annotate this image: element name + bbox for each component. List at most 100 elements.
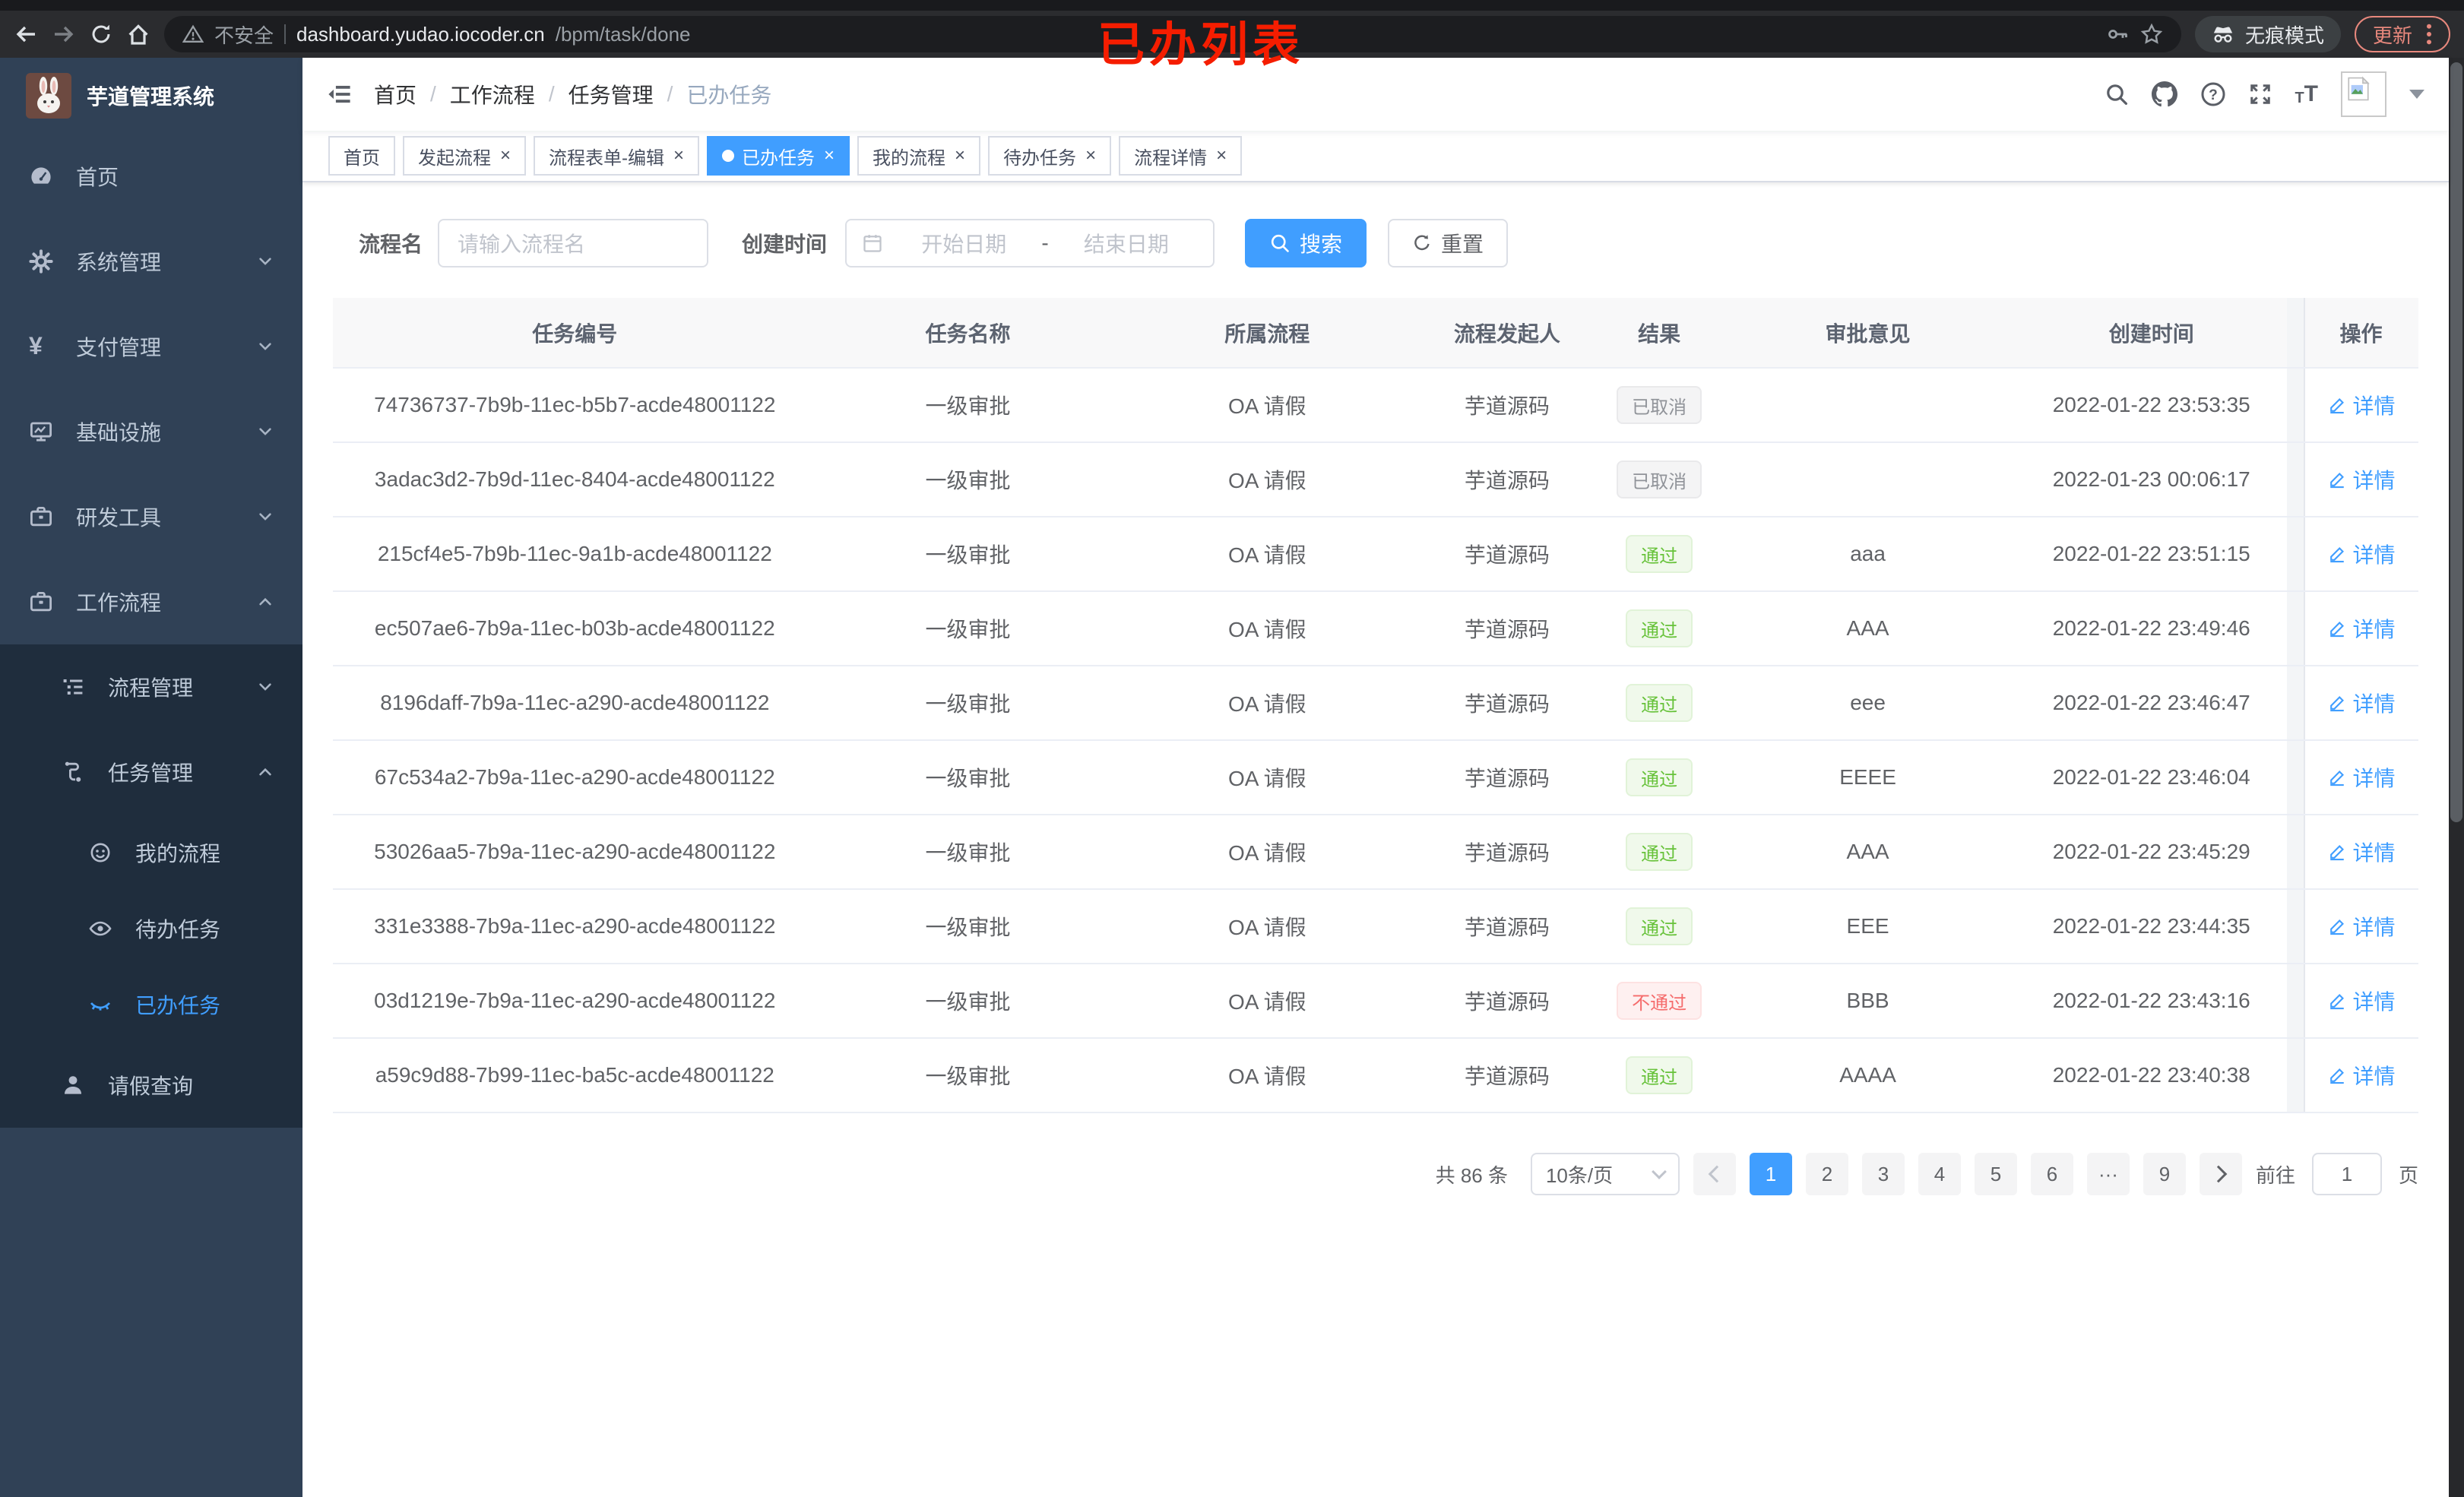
cell-starter: 芋道源码 (1415, 964, 1599, 1039)
cell-name: 一级审批 (816, 815, 1120, 890)
forward-icon[interactable] (52, 22, 76, 46)
column-header: 流程发起人 (1415, 298, 1599, 369)
close-icon[interactable]: × (955, 145, 966, 166)
key-icon[interactable] (2107, 23, 2130, 46)
fullscreen-icon[interactable] (2249, 83, 2272, 106)
page-size-select[interactable]: 10条/页 (1530, 1153, 1680, 1195)
column-header: 所属流程 (1119, 298, 1416, 369)
monitor-icon (29, 419, 53, 444)
sidebar-item-my-process[interactable]: 我的流程 (0, 815, 302, 891)
page-button[interactable]: 2 (1805, 1153, 1848, 1195)
close-icon[interactable]: × (824, 145, 835, 166)
sidebar-item-task-mgmt[interactable]: 任务管理 (0, 730, 302, 815)
detail-link[interactable]: 详情 (2327, 688, 2396, 718)
tab-form-edit[interactable]: 流程表单-编辑 × (534, 136, 700, 176)
detail-link[interactable]: 详情 (2327, 613, 2396, 644)
close-icon[interactable]: × (1085, 145, 1097, 166)
github-icon[interactable] (2152, 81, 2178, 107)
cell-process: OA 请假 (1119, 517, 1416, 592)
date-range-input[interactable]: 开始日期 - 结束日期 (845, 219, 1215, 267)
column-header: 任务名称 (816, 298, 1120, 369)
tab-label: 流程表单-编辑 (549, 147, 665, 169)
chevron-down-icon (257, 679, 274, 695)
sidebar-item-infrastructure[interactable]: 基础设施 (0, 389, 302, 474)
sidebar-item-home[interactable]: 首页 (0, 134, 302, 219)
breadcrumb-item[interactable]: 首页 (374, 84, 417, 107)
process-name-placeholder: 请输入流程名 (458, 233, 586, 256)
goto-page-input[interactable]: 1 (2311, 1153, 2382, 1195)
close-icon[interactable]: × (673, 145, 685, 166)
close-icon[interactable]: × (1216, 145, 1227, 166)
update-label: 更新 (2372, 24, 2412, 47)
annotation-overlay: 已办列表 (1097, 19, 1305, 71)
yen-icon: ¥ (29, 332, 43, 359)
sidebar-item-system[interactable]: 系统管理 (0, 219, 302, 304)
back-icon[interactable] (14, 22, 38, 46)
app-logo[interactable]: 芋道管理系统 (0, 58, 302, 134)
cell-actions: 详情 (2304, 964, 2418, 1039)
sidebar-item-todo-tasks[interactable]: 待办任务 (0, 891, 302, 967)
process-name-input[interactable]: 请输入流程名 (438, 219, 709, 267)
pagination-ellipsis[interactable]: ··· (2086, 1153, 2130, 1195)
next-page-button[interactable] (2199, 1153, 2242, 1195)
search-icon[interactable] (2105, 82, 2129, 106)
chevron-down-icon[interactable] (2409, 90, 2424, 99)
tab-my-process[interactable]: 我的流程 × (857, 136, 981, 176)
home-icon[interactable] (126, 22, 150, 46)
update-button[interactable]: 更新 (2354, 16, 2450, 52)
detail-link[interactable]: 详情 (2327, 837, 2396, 867)
detail-link[interactable]: 详情 (2327, 986, 2396, 1016)
page-button[interactable]: 4 (1918, 1153, 1961, 1195)
breadcrumb-item[interactable]: 任务管理 (568, 84, 654, 107)
table-gutter (2287, 368, 2304, 443)
detail-link[interactable]: 详情 (2327, 1060, 2396, 1090)
detail-link[interactable]: 详情 (2327, 762, 2396, 793)
sidebar-item-process-mgmt[interactable]: 流程管理 (0, 644, 302, 730)
page-button[interactable]: 5 (1974, 1153, 2017, 1195)
page-button[interactable]: 1 (1749, 1153, 1792, 1195)
detail-link[interactable]: 详情 (2327, 539, 2396, 569)
column-header-actions: 操作 (2304, 298, 2418, 369)
page-scrollbar[interactable] (2449, 58, 2464, 1497)
tab-todo-tasks[interactable]: 待办任务 × (988, 136, 1112, 176)
table-row: a59c9d88-7b99-11ec-ba5c-acde48001122 一级审批… (333, 1038, 2418, 1113)
sidebar-item-devtools[interactable]: 研发工具 (0, 474, 302, 559)
sidebar-item-workflow[interactable]: 工作流程 (0, 559, 302, 644)
tab-process-detail[interactable]: 流程详情 × (1119, 136, 1243, 176)
help-icon[interactable]: ? (2200, 81, 2226, 107)
detail-link[interactable]: 详情 (2327, 464, 2396, 495)
page-button[interactable]: 6 (2030, 1153, 2073, 1195)
cell-result: 通过 (1598, 889, 1720, 964)
sidebar-toggle-icon[interactable] (327, 81, 353, 107)
browser-menu-icon[interactable] (2426, 23, 2432, 46)
tab-home[interactable]: 首页 (328, 136, 395, 176)
reload-icon[interactable] (90, 23, 112, 46)
prev-page-button[interactable] (1693, 1153, 1736, 1195)
page-button[interactable]: 3 (1861, 1153, 1905, 1195)
tab-start-process[interactable]: 发起流程 × (403, 136, 527, 176)
close-icon[interactable]: × (500, 145, 511, 166)
bookmark-star-icon[interactable] (2140, 23, 2163, 46)
tab-done-tasks[interactable]: 已办任务 × (707, 136, 850, 176)
chevron-down-icon (257, 508, 274, 525)
url-bar[interactable]: 不安全 dashboard.yudao.iocoder.cn/bpm/task/… (164, 16, 2181, 52)
page-button[interactable]: 9 (2143, 1153, 2186, 1195)
sidebar-item-payment[interactable]: ¥ 支付管理 (0, 304, 302, 389)
breadcrumb-item[interactable]: 工作流程 (449, 84, 535, 107)
search-button[interactable]: 搜索 (1245, 219, 1367, 267)
cell-id: 8196daff-7b9a-11ec-a290-acde48001122 (333, 666, 817, 741)
cell-result: 通过 (1598, 517, 1720, 592)
detail-link[interactable]: 详情 (2327, 390, 2396, 420)
scrollbar-thumb[interactable] (2450, 62, 2462, 822)
table-gutter (2287, 1038, 2304, 1113)
reset-button[interactable]: 重置 (1388, 219, 1509, 267)
sidebar-item-leave-query[interactable]: 请假查询 (0, 1043, 302, 1128)
sidebar-item-done-tasks[interactable]: 已办任务 (0, 967, 302, 1043)
tab-label: 发起流程 (418, 147, 491, 169)
detail-link[interactable]: 详情 (2327, 911, 2396, 942)
detail-link-label: 详情 (2352, 692, 2396, 716)
incognito-label: 无痕模式 (2244, 24, 2324, 47)
avatar[interactable] (2341, 71, 2386, 117)
sidebar-item-label: 支付管理 (76, 336, 162, 359)
